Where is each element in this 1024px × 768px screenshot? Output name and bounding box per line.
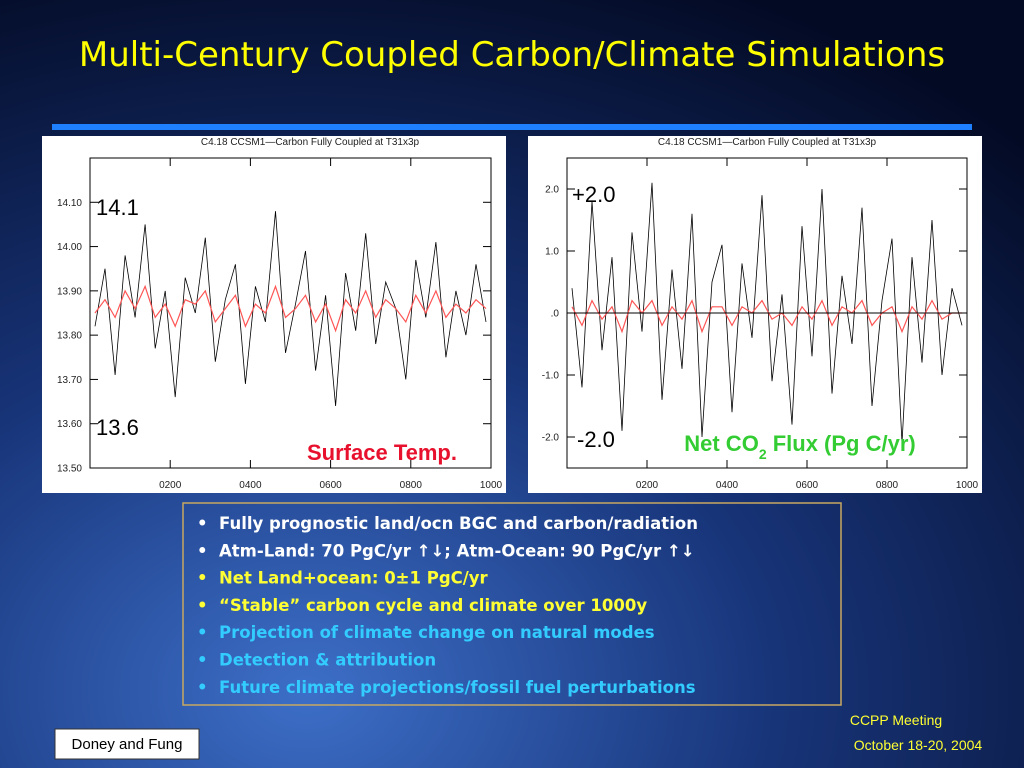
- label-part: Net CO: [684, 431, 759, 456]
- meeting: CCPP Meeting: [850, 712, 942, 728]
- y-tick-label: 13.50: [57, 464, 82, 475]
- annotation: -2.0: [577, 427, 615, 452]
- date: October 18-20, 2004: [854, 737, 983, 753]
- x-tick-label: 0600: [796, 480, 819, 491]
- y-tick-label: 13.70: [57, 375, 82, 386]
- author-box: [54, 728, 200, 760]
- label-part: 2: [759, 446, 767, 462]
- bullet-box: [182, 502, 842, 706]
- bullet-text: Future climate projections/fossil fuel p…: [219, 678, 696, 697]
- title-rule: [52, 124, 972, 130]
- series-line: [571, 299, 962, 334]
- bullet-mark: •: [197, 596, 208, 615]
- bullet-text: Atm-Land: 70 PgC/yr ↑↓; Atm-Ocean: 90 Pg…: [219, 541, 695, 560]
- bullet-mark: •: [197, 541, 208, 560]
- y-tick-label: .0: [551, 309, 560, 320]
- y-tick-label: 14.10: [57, 198, 82, 209]
- bullet-mark: •: [197, 678, 208, 697]
- authors: Doney and Fung: [72, 736, 183, 753]
- annotation: +2.0: [572, 182, 615, 207]
- x-tick-label: 0400: [716, 480, 739, 491]
- bullet-mark: •: [197, 514, 208, 533]
- x-tick-label: 0800: [400, 480, 423, 491]
- y-tick-label: -1.0: [542, 371, 560, 382]
- bullet-text: Detection & attribution: [219, 651, 436, 670]
- series-label: Surface Temp.: [307, 440, 457, 465]
- x-tick-label: 0600: [319, 480, 342, 491]
- bullet-text: Net Land+ocean: 0±1 PgC/yr: [219, 569, 489, 588]
- label-part: Flux (Pg C/yr): [767, 431, 916, 456]
- bullet-text: “Stable” carbon cycle and climate over 1…: [219, 596, 647, 615]
- series-line: [94, 284, 487, 333]
- y-tick-label: 14.00: [57, 242, 82, 253]
- label-part: Surface Temp.: [307, 440, 457, 465]
- y-tick-label: 2.0: [545, 185, 559, 196]
- bullet-mark: •: [197, 623, 208, 642]
- plot-title: C4.18 CCSM1—Carbon Fully Coupled at T31x…: [201, 137, 420, 148]
- chart-panel: [528, 136, 982, 493]
- x-tick-label: 1000: [956, 480, 979, 491]
- x-tick-label: 1000: [480, 480, 503, 491]
- annotation: 13.6: [96, 415, 139, 440]
- bullet-mark: •: [197, 651, 208, 670]
- bullet-list: • Fully prognostic land/ocn BGC and carbo…: [197, 514, 698, 697]
- y-tick-label: 13.80: [57, 331, 82, 342]
- x-tick-label: 0200: [636, 480, 659, 491]
- plot-title: C4.18 CCSM1—Carbon Fully Coupled at T31x…: [658, 137, 877, 148]
- slide-title: Multi-Century Coupled Carbon/Climate Sim…: [79, 35, 945, 75]
- series-label: Net CO2 Flux (Pg C/yr): [684, 431, 915, 462]
- y-tick-label: -2.0: [542, 433, 560, 444]
- x-tick-label: 0200: [159, 480, 182, 491]
- series-line: [571, 182, 963, 444]
- series-line: [94, 211, 487, 407]
- chart-panel: [42, 136, 506, 493]
- x-tick-label: 0400: [239, 480, 262, 491]
- bullet-text: Fully prognostic land/ocn BGC and carbon…: [219, 514, 698, 533]
- bullet-mark: •: [197, 569, 208, 588]
- bullet-text: Projection of climate change on natural …: [219, 623, 655, 642]
- annotation: 14.1: [96, 195, 139, 220]
- y-tick-label: 1.0: [545, 247, 559, 258]
- y-tick-label: 13.90: [57, 286, 82, 297]
- plot-frame: [89, 157, 492, 469]
- plot-frame: [566, 157, 968, 469]
- x-tick-label: 0800: [876, 480, 899, 491]
- y-tick-label: 13.60: [57, 419, 82, 430]
